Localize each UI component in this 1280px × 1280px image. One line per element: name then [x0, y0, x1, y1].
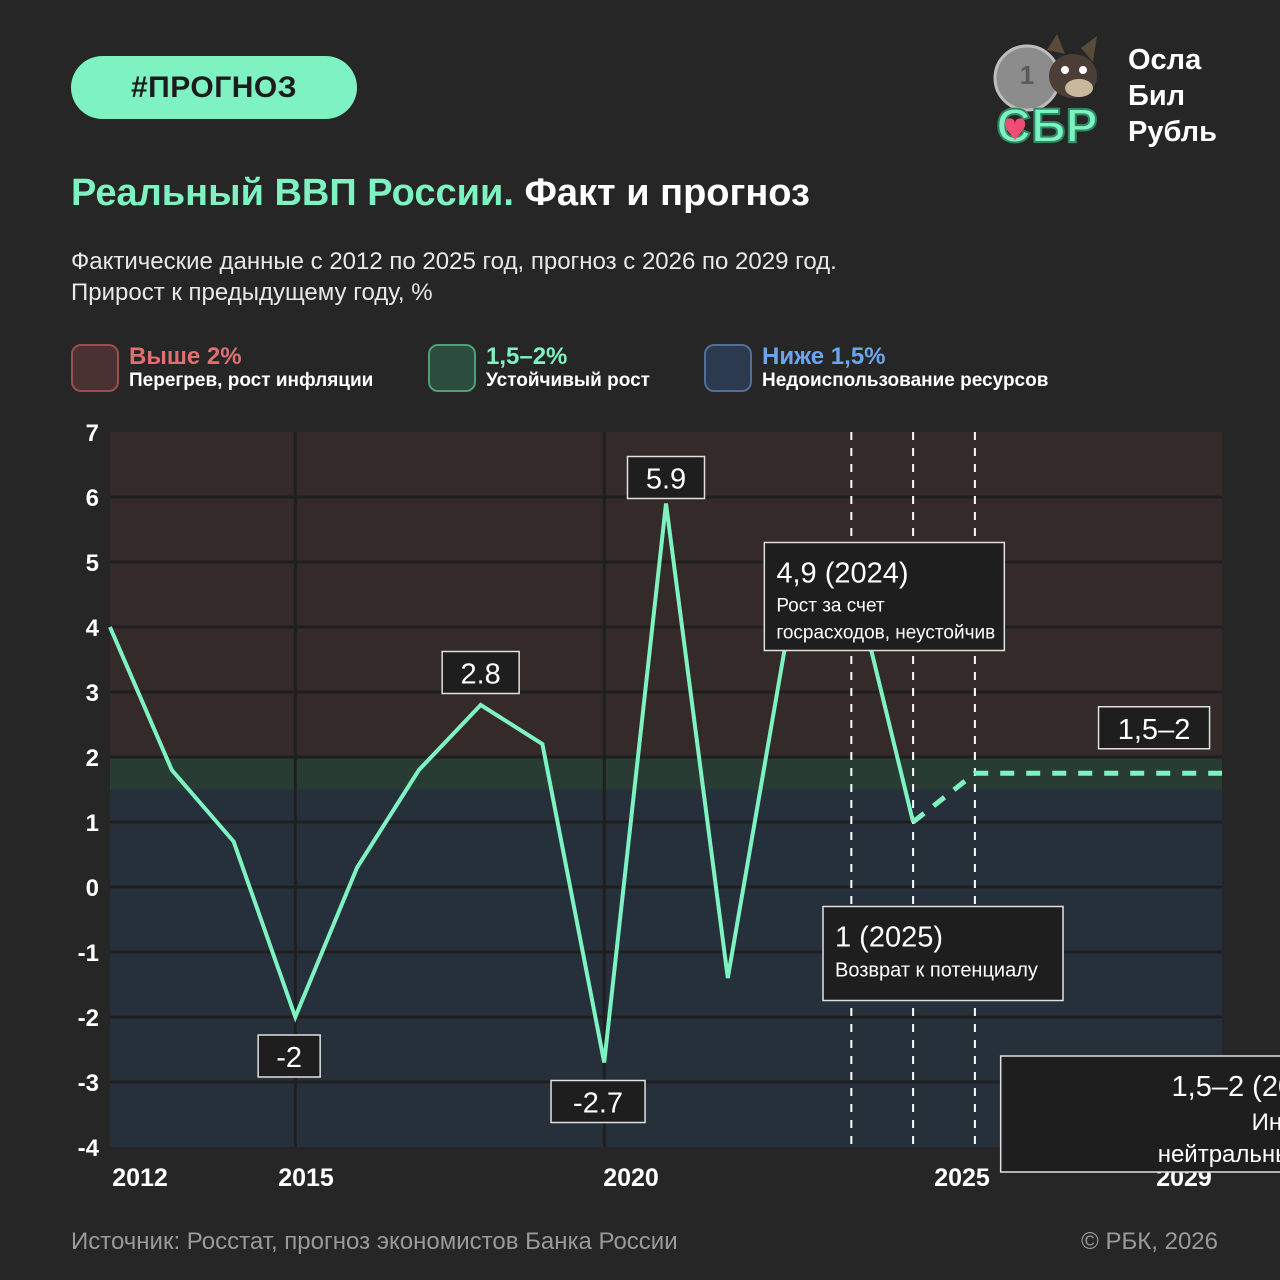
y-tick-label: 0 [86, 875, 99, 902]
value-label: 1,5–2 [1118, 714, 1191, 746]
callout-text: Инфляционно- [1252, 1109, 1280, 1136]
brand-line: Осла [1128, 44, 1202, 76]
callout-text: Рост за счет [776, 596, 885, 617]
y-tick-label: 2 [86, 745, 99, 772]
value-label-box [626, 455, 706, 500]
forecast-line [911, 770, 1222, 824]
callout-text: госрасходов, неустойчив [776, 623, 995, 644]
x-tick-label: 2025 [934, 1164, 990, 1192]
x-tick-label: 2012 [112, 1164, 168, 1192]
legend-swatch [704, 344, 752, 392]
source-note: Источник: Росстат, прогноз экономистов Б… [71, 1228, 678, 1255]
y-tick-label: 7 [86, 420, 99, 447]
legend-swatch [71, 344, 119, 392]
callout-box [999, 1055, 1280, 1173]
legend-desc: Недоиспользование ресурсов [762, 370, 1049, 391]
actual-line [108, 503, 916, 1063]
legend-swatch [428, 344, 476, 392]
callout-box [822, 905, 1064, 1002]
x-tick-label: 2020 [603, 1164, 659, 1192]
brand-line: Рубль [1128, 116, 1217, 148]
callout-title: 1 (2025) [835, 922, 943, 954]
value-label-box [257, 1034, 321, 1078]
y-tick-label: 5 [86, 550, 99, 577]
y-tick-label: -3 [78, 1070, 99, 1097]
title-rest: Факт и прогноз [524, 172, 810, 214]
subtitle: Фактические данные с 2012 по 2025 год, п… [71, 246, 837, 308]
subtitle-line-1: Фактические данные с 2012 по 2025 год, п… [71, 248, 837, 275]
callout-title: 1,5–2 (2026–2029) [1172, 1071, 1280, 1103]
page-title: Реальный ВВП России. Факт и прогноз [71, 172, 810, 215]
value-label: 5.9 [646, 464, 686, 496]
y-tick-label: 4 [86, 615, 100, 642]
x-tick-label: 2015 [278, 1164, 334, 1192]
donkey-ruble-logo: 1 СБР [993, 34, 1099, 150]
forecast-tag: #ПРОГНОЗ [71, 56, 357, 119]
value-label-box [1097, 706, 1211, 750]
subtitle-line-2: Прирост к предыдущему году, % [71, 279, 433, 306]
y-tick-label: 3 [86, 680, 99, 707]
callout-text: Возврат к потенциалу [835, 960, 1038, 982]
title-accent: Реальный ВВП России. [71, 172, 514, 214]
copyright: © РБК, 2026 [1081, 1228, 1218, 1255]
legend-head: 1,5–2% [486, 343, 568, 370]
callout-text: нейтральный диапазон [1158, 1141, 1280, 1168]
callout-box [763, 541, 1006, 652]
y-tick-label: -2 [78, 1005, 99, 1032]
callout-title: 4,9 (2024) [776, 558, 908, 590]
y-tick-label: 6 [86, 485, 99, 512]
brand-name: Осла Бил Рубль [1128, 42, 1217, 150]
brand-line: Бил [1128, 80, 1186, 112]
value-label: 2.8 [461, 659, 501, 691]
value-label: -2 [276, 1042, 302, 1074]
value-label-box [441, 650, 520, 695]
value-label-box [550, 1079, 646, 1124]
svg-text:1: 1 [1020, 60, 1034, 90]
legend-head: Выше 2% [129, 343, 242, 370]
y-tick-label: -1 [78, 940, 99, 967]
y-tick-label: -4 [78, 1135, 100, 1162]
value-label: -2.7 [573, 1088, 623, 1120]
legend-desc: Устойчивый рост [486, 370, 650, 391]
legend-desc: Перегрев, рост инфляции [129, 370, 374, 391]
y-tick-label: 1 [86, 810, 99, 837]
legend-head: Ниже 1,5% [762, 343, 886, 370]
